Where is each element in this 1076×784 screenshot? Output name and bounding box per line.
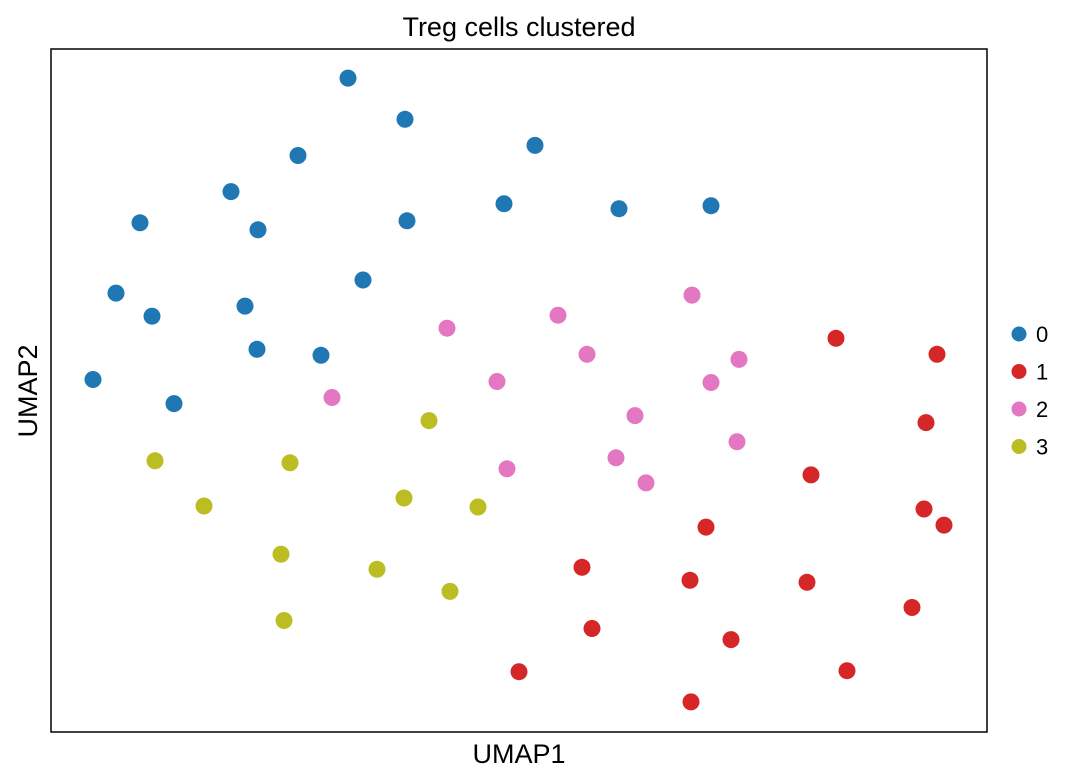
legend-item-2: 2 xyxy=(1011,397,1048,422)
scatter-point-cluster-1 xyxy=(798,573,816,591)
scatter-point-cluster-0 xyxy=(396,110,414,128)
scatter-point-cluster-0 xyxy=(222,183,240,201)
scatter-point-cluster-1 xyxy=(903,599,921,616)
scatter-point-cluster-1 xyxy=(928,345,946,363)
scatter-point-cluster-2 xyxy=(323,389,341,406)
scatter-point-cluster-1 xyxy=(838,662,856,680)
scatter-point-cluster-0 xyxy=(236,297,254,315)
series-cluster-3 xyxy=(146,412,487,629)
scatter-point-cluster-3 xyxy=(281,454,299,472)
scatter-point-cluster-0 xyxy=(248,340,266,358)
points-layer xyxy=(84,69,953,711)
scatter-point-cluster-2 xyxy=(683,286,701,304)
scatter-point-cluster-3 xyxy=(368,560,386,578)
scatter-point-cluster-1 xyxy=(681,571,699,589)
scatter-point-cluster-2 xyxy=(549,306,567,324)
scatter-point-cluster-0 xyxy=(131,214,149,232)
scatter-point-cluster-2 xyxy=(637,474,655,492)
scatter-point-cluster-0 xyxy=(84,371,102,388)
y-axis-label: UMAP2 xyxy=(13,344,43,437)
scatter-point-cluster-3 xyxy=(420,412,438,430)
scatter-point-cluster-0 xyxy=(495,195,513,213)
scatter-point-cluster-1 xyxy=(682,693,700,711)
legend-marker-2 xyxy=(1011,401,1027,417)
legend: 0 1 2 3 xyxy=(1011,322,1048,460)
scatter-point-cluster-3 xyxy=(146,452,164,470)
scatter-point-cluster-0 xyxy=(312,346,330,364)
legend-marker-0 xyxy=(1011,326,1027,342)
scatter-point-cluster-0 xyxy=(107,284,125,302)
legend-label-2: 2 xyxy=(1036,397,1048,422)
scatter-point-cluster-0 xyxy=(702,197,720,215)
plot-frame xyxy=(50,48,988,733)
scatter-point-cluster-0 xyxy=(610,200,628,218)
scatter-point-cluster-1 xyxy=(802,466,820,484)
scatter-point-cluster-1 xyxy=(722,631,740,649)
scatter-point-cluster-0 xyxy=(143,307,161,325)
scatter-point-cluster-2 xyxy=(728,433,746,451)
legend-label-1: 1 xyxy=(1036,360,1048,385)
scatter-point-cluster-2 xyxy=(702,374,720,391)
scatter-point-cluster-2 xyxy=(438,319,456,337)
scatter-point-cluster-2 xyxy=(626,407,644,425)
scatter-point-cluster-3 xyxy=(272,545,290,563)
scatter-point-cluster-2 xyxy=(488,373,506,390)
scatter-point-cluster-0 xyxy=(249,221,267,239)
series-cluster-1 xyxy=(510,329,953,711)
scatter-point-cluster-0 xyxy=(339,69,357,87)
scatter-point-cluster-0 xyxy=(398,212,416,230)
scatter-point-cluster-3 xyxy=(275,612,293,629)
scatter-point-cluster-1 xyxy=(935,516,953,534)
chart-title: Treg cells clustered xyxy=(402,12,635,42)
legend-item-1: 1 xyxy=(1011,360,1048,385)
scatter-point-cluster-1 xyxy=(827,329,845,347)
x-axis-label: UMAP1 xyxy=(472,739,565,769)
scatter-point-cluster-3 xyxy=(195,497,213,515)
legend-marker-3 xyxy=(1011,439,1027,454)
scatter-point-cluster-0 xyxy=(289,147,307,164)
scatter-point-cluster-1 xyxy=(697,518,715,536)
scatter-point-cluster-3 xyxy=(441,582,459,600)
scatter-point-cluster-0 xyxy=(526,136,544,154)
scatter-point-cluster-1 xyxy=(573,558,591,576)
scatter-point-cluster-3 xyxy=(395,489,413,507)
scatter-point-cluster-2 xyxy=(498,460,516,478)
legend-item-0: 0 xyxy=(1011,322,1048,347)
scatter-point-cluster-2 xyxy=(730,350,748,368)
series-cluster-2 xyxy=(323,286,748,492)
scatter-point-cluster-1 xyxy=(915,500,933,518)
scatter-point-cluster-2 xyxy=(578,345,596,363)
scatter-point-cluster-1 xyxy=(917,414,935,432)
scatter-point-cluster-0 xyxy=(165,395,183,413)
series-cluster-0 xyxy=(84,69,720,413)
scatter-point-cluster-1 xyxy=(583,620,601,637)
legend-item-3: 3 xyxy=(1011,435,1048,460)
scatter-point-cluster-2 xyxy=(607,449,625,467)
scatter-point-cluster-1 xyxy=(510,663,528,681)
scatter-point-cluster-3 xyxy=(469,498,487,516)
legend-label-3: 3 xyxy=(1036,435,1048,460)
legend-marker-1 xyxy=(1011,364,1027,379)
legend-label-0: 0 xyxy=(1036,322,1048,347)
scatter-point-cluster-0 xyxy=(354,271,372,289)
